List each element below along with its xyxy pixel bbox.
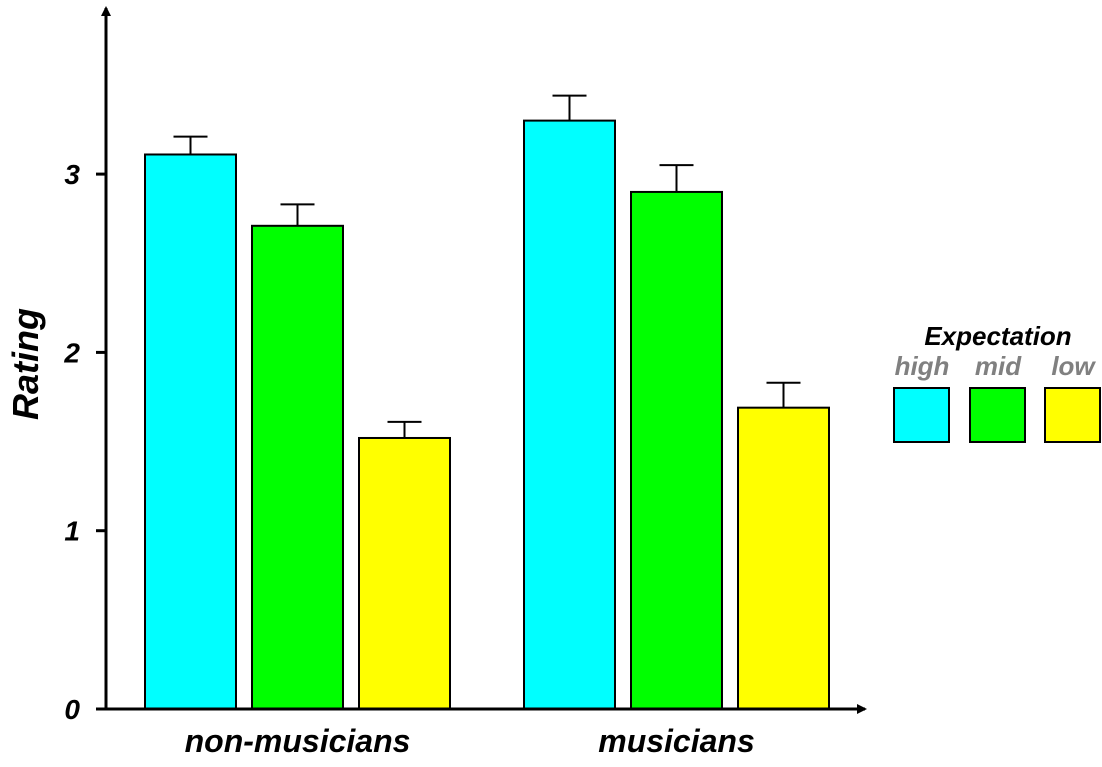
bar-musicians-mid bbox=[630, 190, 723, 710]
y-tick-label-2: 2 bbox=[63, 337, 80, 368]
error-bars-layer bbox=[173, 94, 801, 438]
legend-label-high: high bbox=[895, 351, 950, 381]
bars-layer bbox=[144, 119, 830, 711]
bar-non-musicians-low bbox=[358, 436, 451, 710]
bar-non-musicians-mid bbox=[251, 224, 344, 710]
y-tick-label-3: 3 bbox=[64, 159, 80, 190]
x-category-label-musicians: musicians bbox=[598, 723, 755, 759]
axes-layer bbox=[96, 6, 867, 714]
y-axis-label: Rating bbox=[5, 308, 46, 420]
legend-label-low: low bbox=[1051, 351, 1096, 381]
x-category-label-non-musicians: non-musicians bbox=[185, 723, 411, 759]
legend-swatch-high bbox=[893, 387, 950, 443]
legend-label-mid: mid bbox=[975, 351, 1022, 381]
legend-swatch-mid bbox=[969, 387, 1026, 443]
bar-musicians-low bbox=[737, 406, 830, 710]
legend-title: Expectation bbox=[924, 321, 1071, 351]
y-tick-label-1: 1 bbox=[64, 516, 80, 547]
y-tick-label-0: 0 bbox=[64, 694, 80, 725]
bar-musicians-high bbox=[523, 119, 616, 711]
bar-non-musicians-high bbox=[144, 153, 237, 710]
legend-swatch-low bbox=[1044, 387, 1101, 443]
labels-layer: non-musicians musicians 0 1 2 3 Rating bbox=[5, 159, 755, 759]
